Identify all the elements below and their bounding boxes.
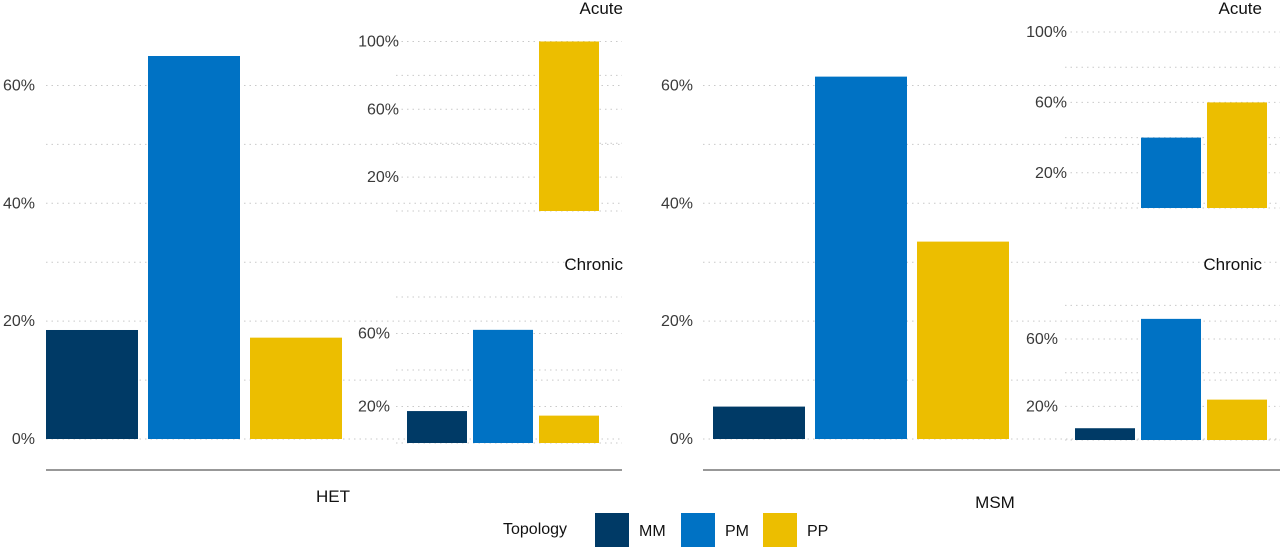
bar-msm-overall-pm: [815, 76, 907, 439]
facet-title-msm-chronic: Chronic: [1203, 255, 1262, 274]
y-tick-label: 20%: [358, 399, 390, 416]
panel-msm-acute: 20% 60% 100% Acute: [1026, 0, 1280, 209]
y-tick-label: 60%: [1035, 94, 1067, 111]
y-tick-label: 40%: [661, 195, 693, 212]
msm-group-label: MSM: [975, 493, 1015, 512]
y-tick-label: 20%: [3, 313, 35, 330]
legend-label-pm: PM: [725, 523, 749, 540]
panel-msm-overall: 0% 20% 40% 60%: [661, 76, 1280, 448]
panel-msm-chronic: 20% 60% Chronic: [1026, 255, 1280, 441]
legend-title: Topology: [503, 521, 567, 538]
bar-msm-overall-pp: [917, 241, 1009, 439]
y-tick-label: 100%: [1026, 24, 1067, 41]
panel-het-chronic: 20% 60% Chronic: [358, 255, 623, 444]
y-tick-label: 20%: [367, 169, 399, 186]
bar-het-overall-mm: [46, 329, 138, 439]
legend-swatch-mm: [595, 513, 629, 547]
bar-het-chronic-pp: [539, 415, 599, 443]
bar-msm-acute-pm: [1141, 137, 1201, 208]
legend-swatch-pp: [763, 513, 797, 547]
facet-title-het-acute: Acute: [580, 0, 623, 18]
panel-het-overall: 0% 20% 40% 60%: [3, 56, 622, 448]
bar-het-acute-pp: [539, 41, 599, 211]
legend-label-mm: MM: [639, 523, 666, 540]
facet-title-msm-acute: Acute: [1219, 0, 1262, 18]
bar-msm-chronic-pp: [1207, 399, 1267, 440]
y-tick-label: 60%: [661, 77, 693, 94]
legend: Topology MM PM PP: [503, 513, 828, 547]
bar-msm-chronic-mm: [1075, 428, 1135, 440]
y-tick-label: 0%: [670, 431, 693, 448]
bar-het-chronic-pm: [473, 329, 533, 443]
y-tick-label: 60%: [367, 101, 399, 118]
y-tick-label: 60%: [1026, 331, 1058, 348]
bar-het-chronic-mm: [407, 411, 467, 443]
y-tick-label: 20%: [1035, 165, 1067, 182]
facet-title-het-chronic: Chronic: [564, 255, 623, 274]
y-tick-label: 60%: [3, 77, 35, 94]
bar-het-overall-pp: [250, 337, 342, 439]
het-group-label: HET: [316, 487, 350, 506]
bar-msm-acute-pp: [1207, 102, 1267, 208]
y-tick-label: 20%: [661, 313, 693, 330]
bar-msm-overall-mm: [713, 406, 805, 439]
bar-msm-chronic-pm: [1141, 318, 1201, 440]
panel-het-acute: 20% 60% 100% Acute: [358, 0, 623, 212]
y-tick-label: 0%: [12, 431, 35, 448]
legend-swatch-pm: [681, 513, 715, 547]
y-tick-label: 60%: [358, 326, 390, 343]
y-tick-label: 100%: [358, 33, 399, 50]
y-tick-label: 20%: [1026, 398, 1058, 415]
bar-het-overall-pm: [148, 56, 240, 439]
legend-label-pp: PP: [807, 523, 828, 540]
y-tick-label: 40%: [3, 195, 35, 212]
